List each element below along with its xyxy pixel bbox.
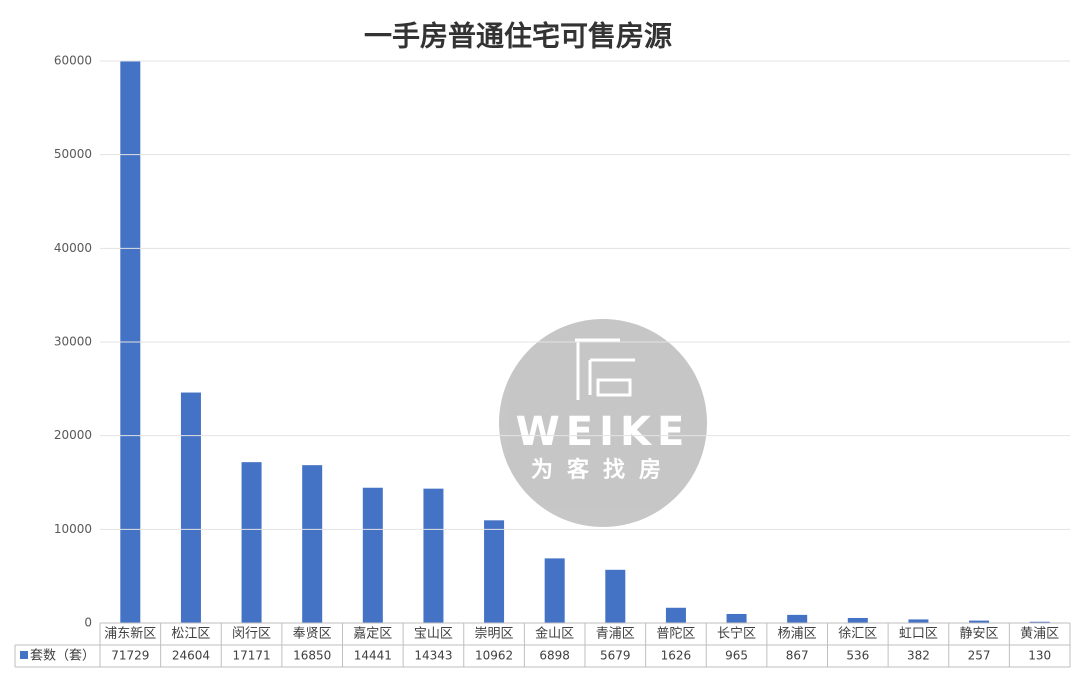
y-tick-label: 40000: [54, 241, 92, 255]
x-tick-label: 杨浦区: [778, 627, 817, 642]
table-value: 257: [968, 649, 991, 663]
x-tick-label: 金山区: [535, 626, 574, 642]
bar: [665, 607, 686, 623]
y-tick-label: 0: [84, 616, 92, 630]
bar: [241, 462, 262, 623]
table-value: 867: [786, 649, 809, 663]
table-value: 6898: [539, 649, 570, 663]
x-tick-label: 宝山区: [414, 627, 453, 642]
x-tick-label: 浦东新区: [104, 626, 156, 642]
bar: [969, 620, 990, 623]
y-tick-label: 60000: [54, 54, 92, 68]
bar: [302, 465, 323, 623]
table-value: 14441: [354, 649, 392, 663]
x-tick-label: 黄浦区: [1020, 627, 1059, 642]
table-value: 16850: [293, 649, 331, 663]
table-value: 536: [846, 649, 869, 663]
bar: [908, 619, 929, 623]
y-tick-label: 50000: [54, 147, 92, 161]
x-tick-label: 普陀区: [656, 626, 695, 642]
table-value: 382: [907, 649, 930, 663]
x-tick-label: 闵行区: [232, 627, 271, 642]
table-value: 24604: [172, 649, 210, 663]
chart-title: 一手房普通住宅可售房源: [364, 20, 672, 53]
x-tick-label: 长宁区: [717, 626, 756, 642]
x-tick-label: 嘉定区: [353, 627, 392, 642]
table-value: 130: [1028, 649, 1051, 663]
table-value: 5679: [600, 649, 631, 663]
legend-key: [20, 651, 28, 659]
x-tick-label: 松江区: [171, 627, 210, 642]
bar: [787, 614, 808, 623]
y-tick-label: 20000: [54, 428, 92, 442]
bar: [362, 487, 383, 623]
table-value: 17171: [232, 649, 270, 663]
bar: [726, 613, 747, 623]
table-value: 965: [725, 649, 748, 663]
x-tick-label: 奉贤区: [293, 627, 332, 642]
y-tick-label: 10000: [54, 522, 92, 536]
table-value: 1626: [661, 649, 692, 663]
x-tick-label: 静安区: [960, 627, 999, 642]
bar: [544, 558, 565, 623]
x-tick-label: 虹口区: [899, 627, 938, 642]
watermark: WEIKE 为客找房: [499, 319, 707, 527]
bar: [847, 617, 868, 623]
x-tick-label: 青浦区: [596, 627, 635, 642]
watermark-circle: [499, 319, 707, 527]
bar: [423, 488, 444, 623]
watermark-text: WEIKE: [516, 409, 691, 455]
x-tick-label: 崇明区: [475, 627, 514, 642]
x-tick-label: 徐汇区: [838, 627, 877, 642]
plot-area: [120, 61, 1050, 623]
bar: [484, 520, 505, 623]
bar: [605, 569, 626, 623]
watermark-subtext: 为客找房: [531, 457, 675, 483]
y-tick-label: 30000: [54, 335, 92, 349]
bar: [180, 392, 201, 623]
table-value: 14343: [414, 649, 452, 663]
table-value: 71729: [111, 649, 149, 663]
bar: [1029, 621, 1050, 623]
table-value: 10962: [475, 649, 513, 663]
legend-label: 套数（套）: [30, 648, 95, 664]
watermark-logo: [575, 338, 635, 400]
